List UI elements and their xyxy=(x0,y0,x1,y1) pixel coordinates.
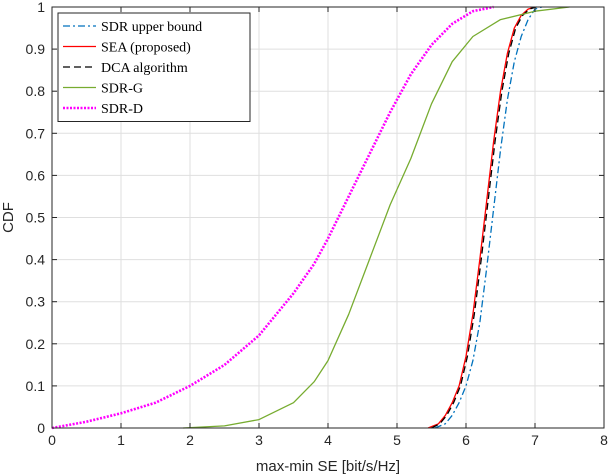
x-tick-label: 8 xyxy=(600,432,608,448)
y-tick-label: 0.9 xyxy=(26,41,46,57)
grid-lines xyxy=(51,6,605,429)
y-tick-label: 0.8 xyxy=(26,83,46,99)
legend-label: DCA algorithm xyxy=(101,61,188,76)
y-tick-label: 0.5 xyxy=(26,210,46,226)
y-tick-label: 0.6 xyxy=(26,167,46,183)
legend: SDR upper bound SEA (proposed) DCA algorit… xyxy=(57,12,251,122)
y-tick-label: 0.4 xyxy=(26,252,46,268)
x-tick-label: 1 xyxy=(117,432,125,448)
x-tick-label: 0 xyxy=(48,432,56,448)
y-tick-label: 0.7 xyxy=(26,125,46,141)
legend-label: SDR-G xyxy=(101,82,143,97)
series-layer xyxy=(51,5,570,430)
ticks: 0 1 2 3 4 5 6 7 8 0 0.1 0.2 0.3 0.4 0.5 0.6 0.7 0.8 0.9 1 xyxy=(26,0,609,448)
series-line-sea-proposed xyxy=(427,6,536,429)
y-axis-label: CDF xyxy=(0,202,17,233)
legend-label: SDR-D xyxy=(101,102,143,117)
y-tick-label: 0.1 xyxy=(26,378,46,394)
x-tick-label: 3 xyxy=(255,432,263,448)
x-tick-label: 5 xyxy=(393,432,401,448)
series-line-sdr-d xyxy=(51,5,494,430)
y-tick-label: 0.3 xyxy=(26,294,46,310)
series-line-dca-algorithm xyxy=(431,6,537,429)
x-axis-label: max-min SE [bit/s/Hz] xyxy=(256,458,400,475)
x-tick-label: 7 xyxy=(531,432,539,448)
legend-label: SDR upper bound xyxy=(101,20,202,35)
x-tick-label: 6 xyxy=(462,432,470,448)
series-line-sdr-g xyxy=(183,6,570,429)
y-tick-label: 1 xyxy=(37,0,45,15)
y-tick-label: 0 xyxy=(37,420,45,436)
x-tick-label: 4 xyxy=(324,432,332,448)
y-tick-label: 0.2 xyxy=(26,336,46,352)
x-tick-label: 2 xyxy=(186,432,194,448)
legend-label: SEA (proposed) xyxy=(101,41,191,56)
